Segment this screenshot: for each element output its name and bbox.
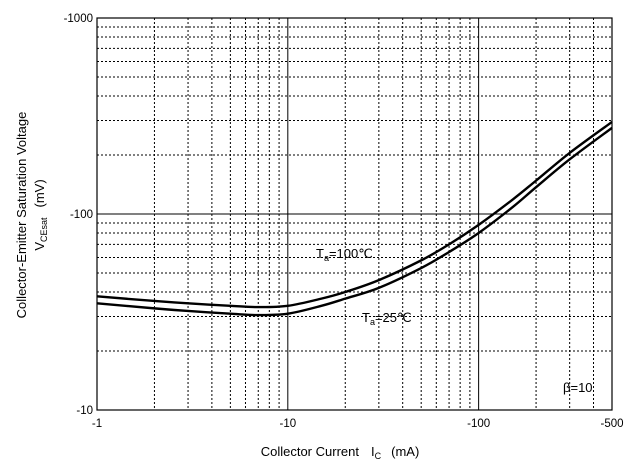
y-axis-unit-line: VCEsat (mV) bbox=[32, 179, 49, 250]
y-axis-title: Collector-Emitter Saturation Voltage bbox=[14, 112, 29, 319]
y-tick-label: -1000 bbox=[64, 13, 93, 25]
y-tick-label: -10 bbox=[76, 405, 93, 417]
y-axis-symbol: V bbox=[32, 242, 47, 251]
series-label-ta25: Ta=25℃ bbox=[362, 310, 412, 327]
y-axis-symbol-subscript: CEsat bbox=[39, 217, 49, 242]
x-tick-label: -500 bbox=[600, 418, 623, 430]
series-label-ta100: Ta=100℃ bbox=[316, 246, 373, 263]
y-tick-label: -100 bbox=[70, 209, 93, 221]
series-line-ta100 bbox=[96, 120, 613, 309]
tick-labels: -1 -10 -100 -500-10-100-1000 bbox=[64, 13, 624, 430]
x-axis-title-line: Collector Current IC (mA) bbox=[261, 444, 420, 461]
x-tick-label: -1 bbox=[92, 418, 102, 430]
x-axis-symbol: I bbox=[371, 444, 375, 459]
x-axis-title: Collector Current bbox=[261, 444, 360, 459]
beta-annotation: β=10 bbox=[563, 380, 593, 395]
series-line-ta25 bbox=[96, 126, 613, 317]
grid bbox=[97, 18, 612, 410]
x-axis-symbol-subscript: C bbox=[375, 451, 382, 461]
plot-frame bbox=[96, 17, 613, 411]
y-axis-unit: (mV) bbox=[32, 179, 47, 207]
curves bbox=[96, 120, 613, 317]
x-tick-label: -100 bbox=[467, 418, 490, 430]
x-axis-unit: (mA) bbox=[391, 444, 419, 459]
x-tick-label: -10 bbox=[280, 418, 297, 430]
